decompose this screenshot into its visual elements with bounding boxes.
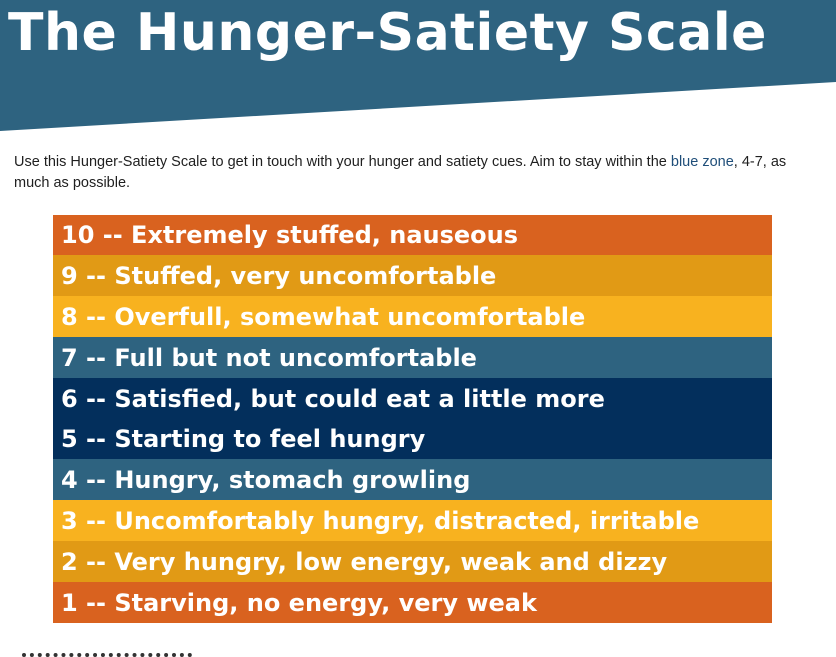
- scale-separator: --: [77, 425, 115, 453]
- scale-row-6: 6 -- Satisfied, but could eat a little m…: [53, 378, 772, 419]
- scale-level-number: 10: [61, 221, 95, 249]
- scale-row-3: 3 -- Uncomfortably hungry, distracted, i…: [53, 500, 772, 541]
- scale-level-number: 9: [61, 261, 78, 290]
- scale-row-8: 8 -- Overfull, somewhat uncomfortable: [53, 296, 772, 337]
- intro-text-before: Use this Hunger-Satiety Scale to get in …: [14, 154, 671, 170]
- scale-description: Extremely stuffed, nauseous: [131, 221, 519, 249]
- scale-level-number: 1: [61, 588, 78, 617]
- scale-row-4: 4 -- Hungry, stomach growling: [53, 459, 772, 500]
- scale-description: Starving, no energy, very weak: [114, 588, 537, 617]
- scale-row-1: 1 -- Starving, no energy, very weak: [53, 582, 772, 623]
- scale-separator: --: [77, 588, 115, 617]
- scale-separator: --: [77, 261, 115, 290]
- intro-paragraph: Use this Hunger-Satiety Scale to get in …: [14, 152, 804, 194]
- header-banner: The Hunger-Satiety Scale: [0, 0, 836, 140]
- scale-description: Stuffed, very uncomfortable: [114, 261, 497, 290]
- scale-description: Hungry, stomach growling: [114, 465, 471, 494]
- scale-level-number: 4: [61, 465, 78, 494]
- intro-text-after: , 4-7, as much as possible.: [14, 154, 787, 191]
- scale-row-10: 10 -- Extremely stuffed, nauseous: [53, 215, 772, 255]
- scale-row-5: 5 -- Starting to feel hungry: [53, 419, 772, 459]
- scale-separator: --: [94, 221, 132, 249]
- header-band-shape: [0, 0, 836, 131]
- page-title: The Hunger-Satiety Scale: [8, 3, 767, 63]
- scale-level-number: 6: [61, 384, 78, 413]
- scale-separator: --: [77, 302, 115, 331]
- intro-highlight-blue-zone: blue zone: [670, 154, 734, 170]
- scale-row-9: 9 -- Stuffed, very uncomfortable: [53, 255, 772, 296]
- scale-level-number: 7: [61, 343, 78, 372]
- scale-level-number: 8: [61, 302, 78, 331]
- scale-separator: --: [77, 465, 115, 494]
- hunger-satiety-scale: 10 -- Extremely stuffed, nauseous 9 -- St…: [53, 215, 772, 623]
- scale-description: Satisfied, but could eat a little more: [114, 384, 605, 413]
- scale-separator: --: [77, 547, 115, 576]
- scale-level-number: 5: [61, 425, 78, 453]
- scale-description: Starting to feel hungry: [114, 425, 426, 453]
- scale-description: Overfull, somewhat uncomfortable: [114, 302, 586, 331]
- cut-off-text: [22, 648, 222, 657]
- scale-level-number: 3: [61, 506, 78, 535]
- scale-description: Uncomfortably hungry, distracted, irrita…: [114, 506, 700, 535]
- scale-row-2: 2 -- Very hungry, low energy, weak and d…: [53, 541, 772, 582]
- scale-description: Full but not uncomfortable: [114, 343, 477, 372]
- scale-row-7: 7 -- Full but not uncomfortable: [53, 337, 772, 378]
- scale-separator: --: [77, 384, 115, 413]
- scale-level-number: 2: [61, 547, 78, 576]
- scale-separator: --: [77, 506, 115, 535]
- scale-description: Very hungry, low energy, weak and dizzy: [114, 547, 668, 576]
- scale-separator: --: [77, 343, 115, 372]
